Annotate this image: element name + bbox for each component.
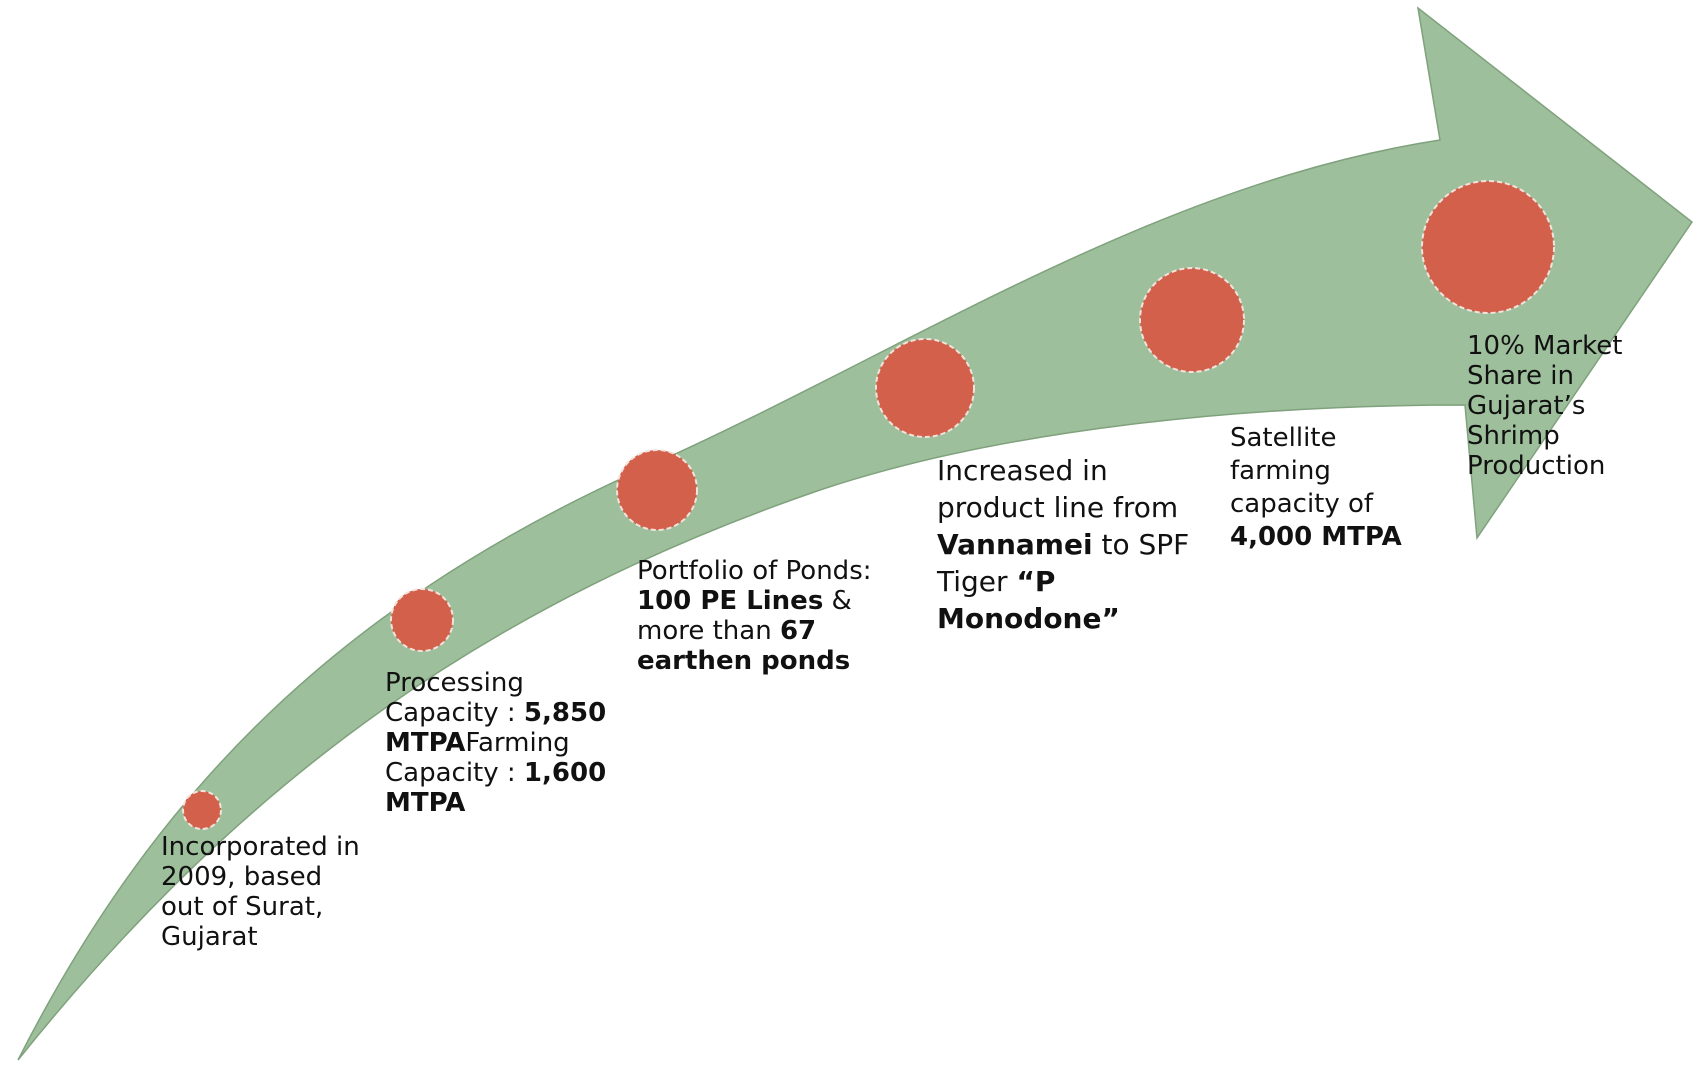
milestone-bold-text: Vannamei: [937, 528, 1093, 561]
milestone-bold-text: 1,600 MTPA: [385, 758, 607, 818]
milestone-text: Incorporated in 2009, based out of Surat…: [161, 832, 360, 952]
milestone-text: Increased in product line from: [937, 454, 1179, 524]
milestone-circle-product-line: [875, 338, 975, 438]
milestone-circle-satellite-farming: [1139, 267, 1245, 373]
milestone-label-ponds: Portfolio of Ponds: 100 PE Lines & more …: [637, 556, 907, 676]
milestone-text: Farming Capacity :: [385, 728, 570, 788]
milestone-label-product-line: Increased in product line from Vannamei …: [937, 452, 1197, 637]
milestone-bold-text: 100 PE Lines: [637, 586, 824, 616]
milestone-bold-text: 67 earthen ponds: [637, 616, 851, 676]
milestone-text: to SPF Tiger: [937, 528, 1190, 598]
milestone-text: & more than: [637, 586, 852, 646]
milestone-circle-processing: [390, 588, 454, 652]
milestone-label-2009: Incorporated in 2009, based out of Surat…: [161, 832, 361, 952]
milestone-text: Satellite farming capacity of: [1230, 423, 1374, 519]
milestone-bold-text: 4,000 MTPA: [1230, 522, 1402, 552]
milestone-circle-2009: [182, 790, 222, 830]
milestone-text: Processing Capacity :: [385, 668, 524, 728]
milestone-bold-text: 5,850 MTPA: [385, 698, 607, 758]
milestone-label-market-share: 10% Market Share in Gujarat’s Shrimp Pro…: [1467, 331, 1657, 481]
milestone-bold-text: “P Monodone”: [937, 565, 1120, 635]
milestone-circle-ponds: [616, 449, 698, 531]
milestone-label-processing: Processing Capacity : 5,850 MTPAFarming …: [385, 668, 620, 818]
milestone-label-satellite-farming: Satellite farming capacity of 4,000 MTPA: [1230, 422, 1430, 554]
milestone-text: 10% Market Share in Gujarat’s Shrimp Pro…: [1467, 331, 1623, 481]
milestone-text: Portfolio of Ponds:: [637, 556, 872, 586]
curved-arrow-shape: [17, 6, 1694, 1061]
milestone-circle-market-share: [1421, 180, 1555, 314]
